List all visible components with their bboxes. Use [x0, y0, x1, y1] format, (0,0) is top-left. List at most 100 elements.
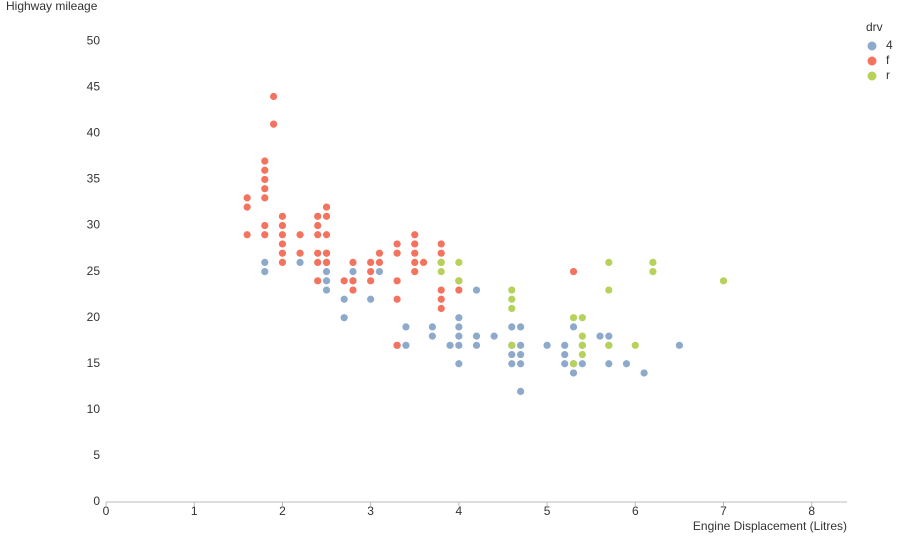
point [675, 341, 683, 349]
y-tick-label: 50 [87, 33, 101, 47]
point [278, 212, 287, 220]
point [322, 286, 331, 294]
point [561, 341, 569, 349]
point [508, 286, 516, 294]
point [411, 249, 419, 257]
point [349, 277, 357, 285]
point [631, 341, 639, 349]
point [261, 268, 269, 276]
point [261, 157, 269, 165]
point [517, 360, 525, 368]
point [490, 332, 498, 340]
y-tick-label: 5 [93, 448, 100, 462]
point [605, 360, 613, 368]
point [517, 341, 525, 349]
point [278, 249, 287, 257]
point [278, 221, 287, 230]
point [455, 258, 463, 266]
point [393, 341, 401, 349]
legend-marker [867, 41, 877, 51]
legend-label: r [886, 68, 890, 82]
point [367, 268, 375, 276]
point [243, 231, 251, 239]
point [508, 295, 516, 303]
point [455, 341, 463, 349]
point [649, 258, 657, 266]
x-tick-label: 8 [808, 504, 815, 518]
point [472, 341, 481, 349]
point [349, 286, 357, 294]
point [455, 332, 463, 340]
point [261, 185, 269, 193]
point [393, 240, 401, 248]
point [622, 360, 631, 368]
point [578, 360, 586, 368]
point [640, 369, 648, 377]
legend-marker [867, 71, 877, 81]
point [455, 360, 463, 368]
point [261, 175, 269, 184]
point [437, 268, 445, 276]
point [322, 277, 331, 285]
point [243, 203, 251, 211]
point [375, 268, 384, 276]
point [561, 350, 569, 359]
point [578, 332, 586, 340]
point [270, 120, 278, 128]
point [402, 323, 410, 331]
point [569, 323, 578, 331]
point [508, 304, 516, 313]
y-tick-label: 20 [87, 310, 101, 324]
point [314, 258, 322, 266]
point [437, 249, 445, 257]
point [508, 341, 516, 349]
point [243, 194, 251, 202]
point [322, 258, 331, 266]
y-tick-label: 35 [87, 172, 101, 186]
point [455, 314, 463, 322]
point [605, 341, 613, 349]
point [322, 203, 331, 211]
point [402, 341, 410, 349]
point [314, 231, 322, 239]
point [605, 286, 613, 294]
point [314, 249, 322, 257]
point [393, 277, 401, 285]
point [472, 286, 481, 294]
legend-label: 4 [886, 38, 893, 52]
point [375, 258, 384, 266]
y-tick-label: 25 [87, 264, 101, 278]
point [367, 258, 375, 266]
point [322, 212, 331, 220]
point [322, 231, 331, 239]
point [411, 268, 419, 276]
point [349, 258, 357, 266]
point [375, 249, 384, 257]
point [411, 231, 419, 239]
legend-marker [867, 56, 877, 66]
legend-title: drv [866, 20, 883, 34]
point [278, 258, 287, 266]
point [296, 249, 304, 257]
point [578, 314, 586, 322]
point [349, 268, 357, 276]
point [596, 332, 604, 340]
point [393, 295, 401, 303]
point [508, 323, 516, 331]
point [455, 323, 463, 331]
legend-label: f [886, 53, 890, 67]
point [428, 332, 436, 340]
point [261, 221, 269, 230]
y-tick-label: 40 [87, 126, 101, 140]
x-tick-label: 2 [279, 504, 286, 518]
point [455, 277, 463, 285]
point [261, 166, 269, 174]
point [419, 258, 428, 266]
point [296, 231, 304, 239]
point [446, 341, 454, 349]
point [340, 277, 348, 285]
x-tick-label: 6 [632, 504, 639, 518]
point [278, 231, 287, 239]
point [569, 268, 578, 276]
